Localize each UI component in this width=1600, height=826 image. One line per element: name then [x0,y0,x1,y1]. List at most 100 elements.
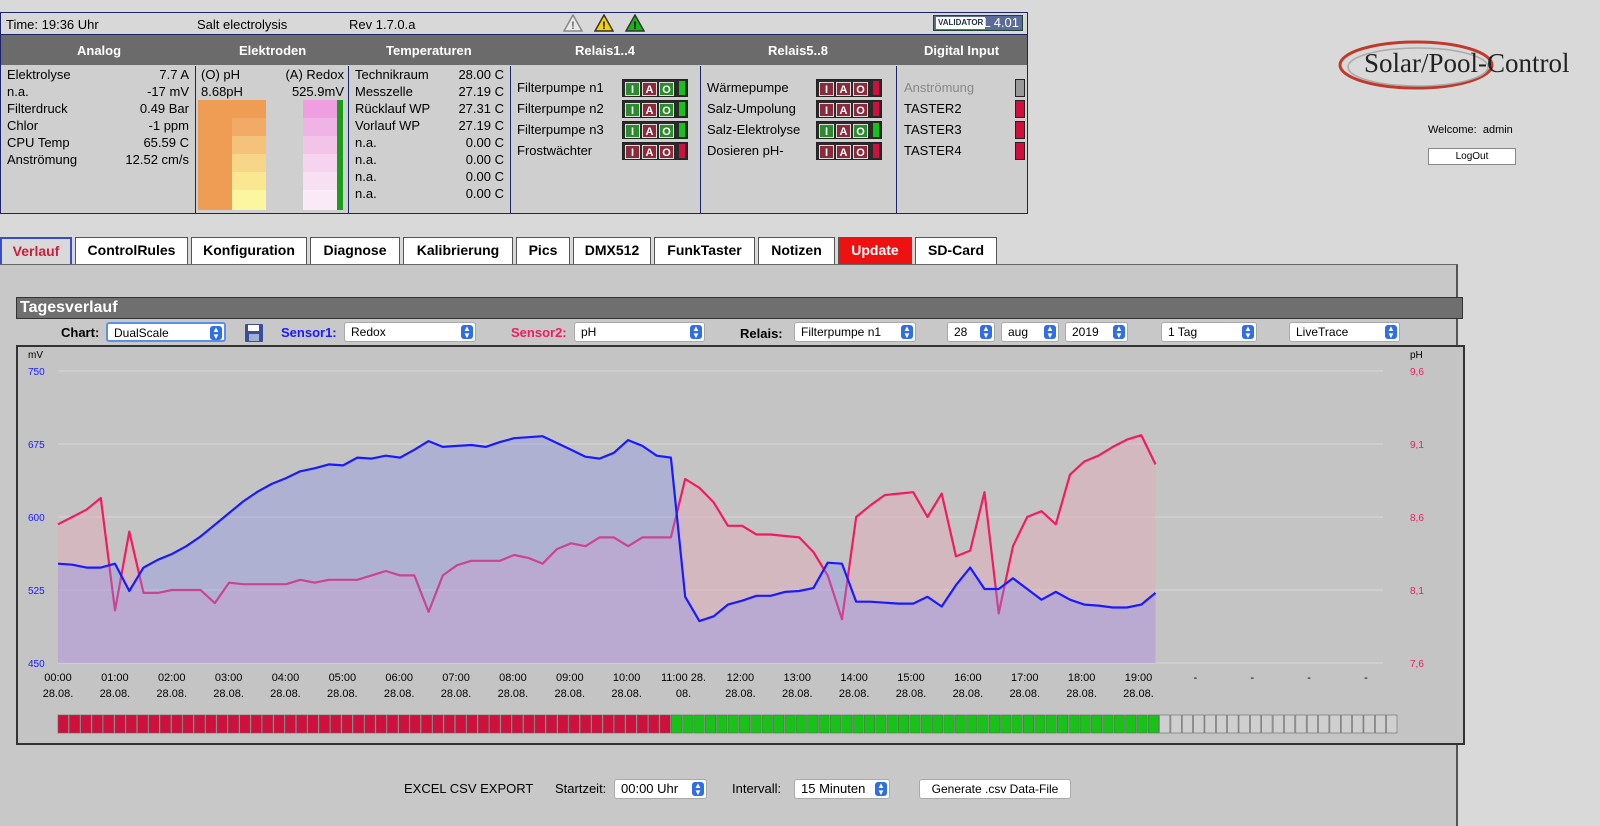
temp-label: Messzelle [355,84,413,99]
relay-strip-segment [648,714,660,734]
select-arrows-icon: ▲ ▼ [980,325,992,340]
relay-o-button[interactable]: O [659,103,674,117]
relay-strip-segment [1113,714,1125,734]
relay-i-button[interactable]: I [625,103,640,117]
relay-o-button[interactable]: O [853,82,868,96]
relay-a-button[interactable]: A [642,103,657,117]
right-tick-label: 8,1 [1410,586,1424,597]
relais-select[interactable]: Filterpumpe n1 ▲ ▼ [794,322,916,342]
relay-o-button[interactable]: O [659,82,674,96]
relay-o-button[interactable]: O [853,145,868,159]
relay-i-button[interactable]: I [625,145,640,159]
relay-o-button[interactable]: O [853,103,868,117]
x-tick-time: - [1250,672,1254,684]
tab-funktaster[interactable]: FunkTaster [654,237,755,264]
relay-strip-segment [409,714,421,734]
relay-strip-segment [421,714,433,734]
mode-text: Salt electrolysis [197,17,288,32]
relay-i-button[interactable]: I [819,145,834,159]
logout-button[interactable]: LogOut [1428,148,1516,165]
year-select[interactable]: 2019 ▲ ▼ [1065,322,1128,342]
logo-text: Solar/Pool-Control [1364,48,1570,78]
svg-text:!: ! [571,20,575,32]
sensor1-select[interactable]: Redox ▲ ▼ [344,322,476,342]
relay-strip-segment [57,714,69,734]
temp-value: 0.00 C [465,186,504,201]
generate-csv-button[interactable]: Generate .csv Data-File [919,779,1071,799]
relay-i-button[interactable]: I [819,124,834,138]
tab-dmx512[interactable]: DMX512 [573,237,651,264]
tab-controlrules[interactable]: ControlRules [75,237,188,264]
relay-a-button[interactable]: A [836,103,851,117]
tab-diagnose[interactable]: Diagnose [310,237,400,264]
relay-strip-segment [1375,714,1387,734]
relay-strip-segment [182,714,194,734]
relay-o-button[interactable]: O [659,124,674,138]
relay-strip-segment [943,714,955,734]
tab-notizen[interactable]: Notizen [758,237,835,264]
temperatures-column: Technikraum 28.00 C Messzelle 27.19 C Rü… [349,66,511,214]
analog-label: n.a. [7,84,29,99]
tab-kalibrierung[interactable]: Kalibrierung [403,237,513,264]
interval-select[interactable]: 15 Minuten ▲ ▼ [794,779,890,799]
relay-o-button[interactable]: O [853,124,868,138]
relay-strip-segment [1261,714,1273,734]
html-validator-badge[interactable]: VALIDATOR HTML 4.01 [933,15,1023,31]
start-time-select[interactable]: 00:00 Uhr ▲ ▼ [614,779,707,799]
relay-a-button[interactable]: A [836,145,851,159]
x-tick-time: 15:00 [897,672,925,684]
sensor2-label: Sensor2: [511,325,567,340]
relay-i-button[interactable]: I [819,103,834,117]
relay-a-button[interactable]: A [642,145,657,159]
save-icon[interactable] [244,323,264,343]
tab-pics[interactable]: Pics [516,237,570,264]
select-arrows-icon: ▲ ▼ [875,782,887,797]
x-tick-time: 17:00 [1011,672,1039,684]
analog-label: CPU Temp [7,135,70,150]
tab-sd-card[interactable]: SD-Card [915,237,997,264]
x-tick-date: 28.08. [953,688,984,700]
tab-update[interactable]: Update [838,237,912,264]
relay-a-button[interactable]: A [836,82,851,96]
day-select[interactable]: 28 ▲ ▼ [947,322,995,342]
relay-strip-segment [307,714,319,734]
chart-type-value: DualScale [114,326,169,340]
relay-strip-segment [1045,714,1057,734]
sensor2-select[interactable]: pH ▲ ▼ [574,322,705,342]
digital-input-column: Anströmung TASTER2 TASTER3 TASTER4 [897,66,1029,214]
header-temperaturen: Temperaturen [386,43,472,58]
month-select[interactable]: aug ▲ ▼ [1001,322,1059,342]
relay-i-button[interactable]: I [625,124,640,138]
relay-strip-segment [761,714,773,734]
relay-state-indicator [873,144,879,158]
header-relais5-8: Relais5..8 [768,43,828,58]
relay-i-button[interactable]: I [819,82,834,96]
relay-a-button[interactable]: A [836,124,851,138]
chart-type-select[interactable]: DualScale ▲ ▼ [106,322,226,342]
relay-strip-segment [1034,714,1046,734]
tab-konfiguration[interactable]: Konfiguration [191,237,307,264]
x-tick-time: 09:00 [556,672,584,684]
relay-a-button[interactable]: A [642,124,657,138]
relay-strip-segment [886,714,898,734]
select-arrows-icon: ▲ ▼ [690,325,702,340]
x-tick-date: 28.08. [1123,688,1154,700]
mode-select[interactable]: LiveTrace ▲ ▼ [1289,322,1400,342]
relay-strip-segment [988,714,1000,734]
relay-i-button[interactable]: I [625,82,640,96]
relay-a-button[interactable]: A [642,82,657,96]
x-tick-time: - [1307,672,1311,684]
dual-scale-chart: mV pH 750 675 600 525 450 9,6 9,1 8,6 8,1 7,6 00:00 2… [28,350,1424,734]
tab-verlauf[interactable]: Verlauf [0,237,72,264]
relay-o-button[interactable]: O [659,145,674,159]
welcome-text: Welcome: admin [1428,124,1513,136]
range-select[interactable]: 1 Tag ▲ ▼ [1161,322,1257,342]
